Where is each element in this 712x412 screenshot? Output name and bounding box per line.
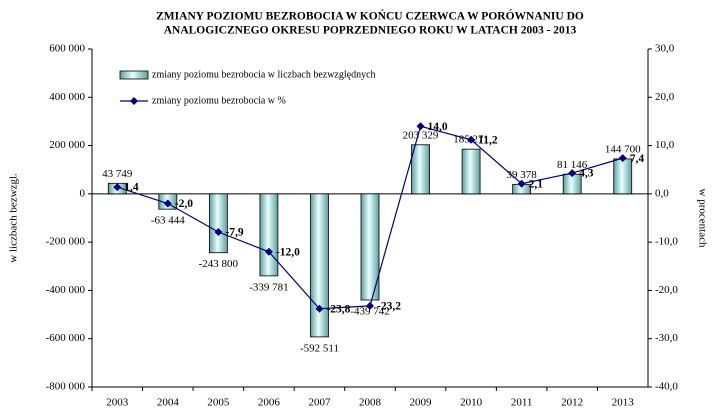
x-tick-label: 2007 [308,397,331,409]
line-value-label: -23,8 [326,303,350,315]
line-value-label: 14,0 [428,121,448,133]
y2-tick-label: -10,0 [655,236,678,248]
y-tick-label: 600 000 [49,43,85,55]
y-tick-label: -400 000 [46,284,86,296]
bar-value-label: 43 749 [102,168,133,180]
bar [411,144,430,195]
line-value-label: 11,2 [478,134,498,146]
x-tick-label: 2008 [359,397,382,409]
line-value-label: 7,4 [630,153,645,165]
y2-tick-label: 0,0 [655,187,669,199]
x-tick-label: 2013 [612,397,635,409]
x-tick-label: 2005 [207,397,230,409]
bar [461,148,481,195]
line-marker [366,301,374,310]
y-tick-label: -600 000 [46,332,86,344]
line-marker [618,154,627,163]
line-marker [467,135,476,144]
bar-value-label: -339 781 [249,281,288,293]
line-marker [163,199,172,208]
line-value-label: -2,0 [175,198,193,210]
x-tick-label: 2009 [410,397,433,409]
line-value-label: 1,4 [124,182,139,194]
line-value-label: -7,9 [225,227,243,239]
bar [360,193,380,301]
y-tick-label: 200 000 [49,139,85,151]
y-tick-label: 400 000 [49,91,85,103]
x-tick-label: 2004 [157,397,180,409]
y2-tick-label: 20,0 [655,91,675,103]
bar-value-label: -63 444 [151,215,185,227]
line-value-label: -12,0 [276,246,300,258]
x-tick-label: 2003 [106,397,129,409]
legend-label: zmiany poziomu bezrobocia w % [152,95,286,106]
bar-value-label: -439 742 [350,306,389,318]
bar-value-label: -592 511 [300,342,339,354]
bar-value-label: -243 800 [199,258,239,270]
x-tick-label: 2012 [561,397,583,409]
line-marker [315,304,324,313]
line-marker [517,179,526,188]
line-marker [214,228,223,237]
bar [208,193,228,254]
bar-value-label: 81 146 [557,159,588,171]
y-axis-label: w liczbach bezwzgl. [8,173,20,263]
y-tick-label: -200 000 [46,236,86,248]
y2-tick-label: -20,0 [655,284,678,296]
y-tick-label: 0 [80,187,86,199]
line-marker [113,183,122,192]
chart-title: ZMIANY POZIOMU BEZROBOCIA W KOŃCU CZERWC… [156,9,584,23]
y2-axis-label: w procentach [696,189,708,248]
y2-tick-label: 30,0 [655,43,675,55]
bar-value-label: 203 329 [403,129,439,141]
legend-marker [130,97,138,105]
line-marker [416,122,425,131]
x-tick-label: 2011 [511,397,533,409]
line-marker [264,247,273,256]
x-tick-label: 2010 [460,397,483,409]
line-value-label: -23,2 [377,301,401,313]
y2-tick-label: -30,0 [655,332,678,344]
bar [310,193,329,338]
line-value-label: 4,3 [579,168,594,180]
y2-tick-label: -40,0 [655,381,678,393]
y-tick-label: -800 000 [46,381,86,393]
line-marker [568,169,577,178]
line-value-label: 2,1 [529,178,544,190]
bar [259,193,279,277]
x-tick-label: 2006 [258,397,281,409]
chart-title: ANALOGICZNEGO OKRESU POPRZEDNIEGO ROKU W… [164,25,577,37]
legend-swatch [119,70,149,80]
y2-tick-label: 10,0 [655,139,675,151]
legend-label: zmiany poziomu bezrobocia w liczbach bez… [152,69,376,80]
bar-value-label: 144 700 [605,143,641,155]
